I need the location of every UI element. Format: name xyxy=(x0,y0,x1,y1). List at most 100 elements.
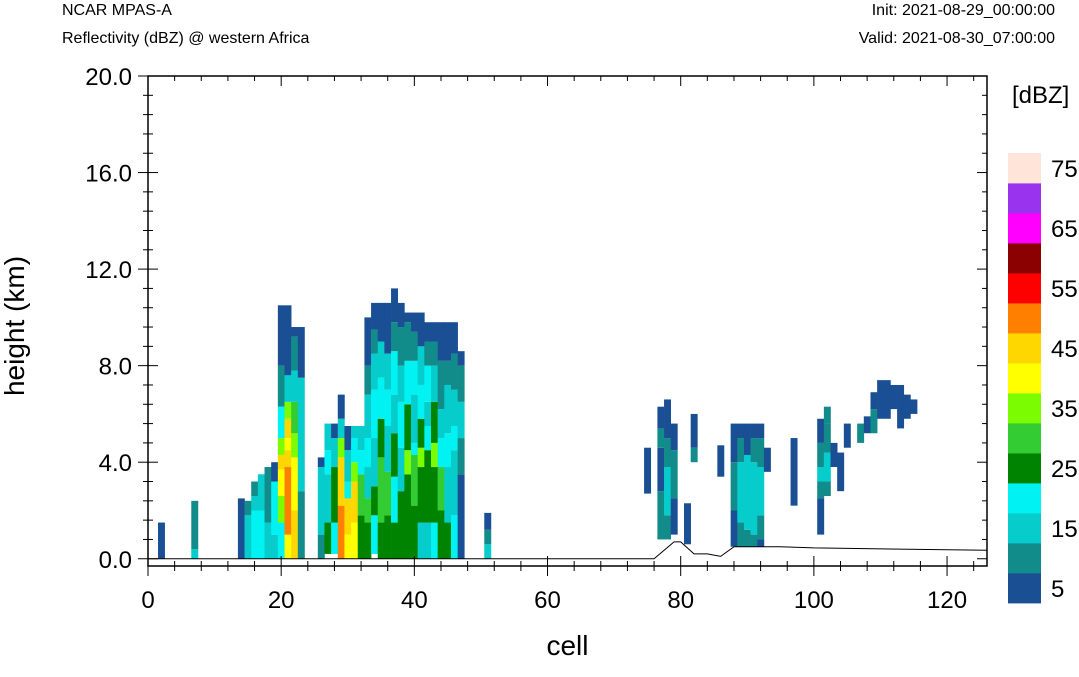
reflectivity-cell xyxy=(351,462,359,482)
reflectivity-cell xyxy=(371,515,379,554)
colorbar-swatch xyxy=(1008,153,1041,184)
reflectivity-cell xyxy=(457,351,465,366)
reflectivity-cell xyxy=(910,399,918,414)
reflectivity-cell xyxy=(450,353,458,390)
reflectivity-cell xyxy=(857,423,865,443)
colorbar-swatch xyxy=(1008,483,1041,514)
reflectivity-cell xyxy=(157,522,165,559)
reflectivity-cell xyxy=(324,423,332,451)
reflectivity-cell xyxy=(484,512,492,530)
reflectivity-cell xyxy=(737,462,745,523)
reflectivity-cell xyxy=(297,377,305,492)
reflectivity-cell xyxy=(297,327,305,378)
reflectivity-cell xyxy=(277,469,285,496)
reflectivity-cell xyxy=(437,510,445,559)
reflectivity-cell xyxy=(191,500,199,550)
reflectivity-cell xyxy=(757,539,765,547)
reflectivity-cell xyxy=(644,447,652,494)
terrain-line xyxy=(148,541,988,560)
y-tick-label: 20.0 xyxy=(85,64,132,91)
reflectivity-cell xyxy=(437,438,445,468)
reflectivity-cell xyxy=(457,401,465,439)
reflectivity-cell xyxy=(817,442,825,468)
reflectivity-cell xyxy=(411,360,418,395)
reflectivity-cell xyxy=(424,365,432,402)
reflectivity-cell xyxy=(371,302,379,330)
reflectivity-cell xyxy=(444,384,452,434)
colorbar-swatch xyxy=(1008,543,1041,574)
reflectivity-cell xyxy=(324,522,332,554)
reflectivity-cell xyxy=(297,491,305,559)
reflectivity-cell xyxy=(397,491,405,559)
plot-frame xyxy=(147,75,988,567)
colorbar-swatch xyxy=(1008,513,1041,544)
reflectivity-cell xyxy=(397,447,405,492)
reflectivity-cell xyxy=(411,454,418,506)
reflectivity-cell xyxy=(357,474,365,516)
reflectivity-cell xyxy=(351,522,359,559)
reflectivity-cell xyxy=(750,462,758,535)
reflectivity-cell xyxy=(344,450,352,482)
reflectivity-cell xyxy=(790,438,798,506)
reflectivity-cell xyxy=(823,481,831,496)
reflectivity-cell xyxy=(737,522,745,547)
reflectivity-cell xyxy=(430,522,438,559)
x-tick-label: 120 xyxy=(927,587,967,614)
reflectivity-cell xyxy=(817,467,825,482)
y-axis-title: height (km) xyxy=(0,256,30,396)
reflectivity-cell xyxy=(404,450,412,475)
reflectivity-cell xyxy=(444,433,452,468)
reflectivity-cell xyxy=(364,467,372,499)
reflectivity-cell xyxy=(337,438,345,458)
reflectivity-cell xyxy=(743,529,751,547)
reflectivity-cell xyxy=(371,486,379,516)
y-tick-label: 0.0 xyxy=(99,547,132,574)
x-tick-label: 40 xyxy=(401,587,428,614)
colorbar-label: 5 xyxy=(1051,576,1064,603)
reflectivity-cell xyxy=(377,457,385,523)
colorbar-swatch xyxy=(1008,303,1041,334)
reflectivity-cell xyxy=(277,365,285,407)
colorbar-label: 65 xyxy=(1051,216,1078,243)
reflectivity-cell xyxy=(757,467,765,516)
reflectivity-cell xyxy=(384,302,392,354)
reflectivity-cell xyxy=(277,438,285,455)
reflectivity-cell xyxy=(404,474,412,559)
reflectivity-cell xyxy=(837,452,845,492)
x-tick-label: 60 xyxy=(534,587,561,614)
reflectivity-cell xyxy=(823,452,831,482)
reflectivity-cell xyxy=(357,450,365,475)
colorbar-swatch xyxy=(1008,393,1041,424)
reflectivity-cell xyxy=(870,409,878,434)
reflectivity-cell xyxy=(444,322,452,361)
reflectivity-cell xyxy=(277,522,285,559)
reflectivity-cell xyxy=(391,288,399,323)
reflectivity-cell xyxy=(450,426,458,451)
reflectivity-cell xyxy=(317,457,325,468)
reflectivity-cell xyxy=(291,370,299,402)
reflectivity-cell xyxy=(284,467,292,535)
reflectivity-cell xyxy=(437,409,445,439)
reflectivity-cell xyxy=(664,515,672,540)
colorbar-swatch xyxy=(1008,363,1041,394)
colorbar-swatch xyxy=(1008,213,1041,244)
reflectivity-cell xyxy=(364,394,372,439)
reflectivity-cell xyxy=(417,312,425,347)
reflectivity-cell xyxy=(404,360,412,405)
reflectivity-cell xyxy=(384,515,392,559)
reflectivity-cell xyxy=(364,317,372,366)
reflectivity-cell xyxy=(291,327,299,337)
reflectivity-cell xyxy=(384,471,392,516)
reflectivity-cell xyxy=(757,515,765,540)
x-axis-title: cell xyxy=(546,630,588,661)
colorbar-swatch xyxy=(1008,453,1041,484)
reflectivity-cell xyxy=(890,384,898,410)
colorbar-label: 75 xyxy=(1051,156,1078,183)
reflectivity-cell xyxy=(397,401,405,448)
reflectivity-cell xyxy=(411,331,418,361)
x-tick-label: 80 xyxy=(667,587,694,614)
reflectivity-cell xyxy=(257,510,265,559)
reflectivity-cell xyxy=(730,510,738,547)
reflectivity-cell xyxy=(364,498,372,523)
reflectivity-cell xyxy=(690,447,698,463)
